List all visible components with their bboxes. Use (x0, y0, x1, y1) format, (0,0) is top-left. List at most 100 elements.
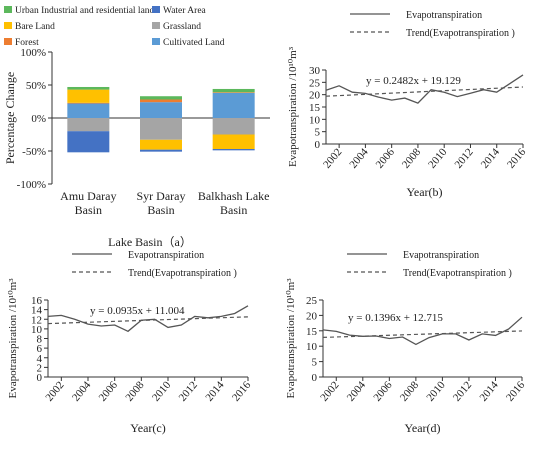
bar-cultivated-2 (140, 102, 182, 118)
y-axis-label: Evapotranspiration /10¹⁰m³ (285, 278, 297, 399)
x-tick-label: 2016 (505, 146, 529, 171)
y-tick-label: 25 (309, 77, 321, 89)
x-tick-label: 2010 (424, 379, 448, 404)
bar-water-3 (212, 149, 255, 151)
y-tick-label: 0 (315, 139, 321, 151)
legend-swatch-cultivated (152, 38, 160, 45)
legend-label-trend: Trend(Evapotranspiration ) (128, 268, 237, 279)
legend-label-urban: Urban Industrial and residential land (15, 6, 155, 16)
trend-equation: y = 0.2482x + 19.129 (366, 75, 461, 87)
chart-d-evapotranspiration: Evapotranspiration Trend(Evapotranspirati… (285, 250, 528, 435)
x-tick-label: 2014 (477, 379, 501, 404)
x-tick-label: 2012 (177, 379, 200, 404)
bar-grass-2 (140, 118, 182, 140)
x-tick-label: 2004 (70, 379, 94, 404)
bar-forest-3 (212, 92, 255, 93)
x-tick-label: 2010 (426, 146, 450, 171)
legend-label-trend: Trend(Evapotranspiration ) (403, 268, 512, 279)
bar-urban-3 (212, 88, 255, 93)
bar-forest-1 (67, 102, 110, 104)
series-trend-line (322, 330, 523, 339)
chart-a-y-tick-label: 50% (26, 80, 46, 92)
chart-a-category-label: Syr Daray (137, 189, 186, 203)
x-axis-label: Year(c) (130, 421, 165, 435)
legend-swatch-grass (152, 22, 160, 29)
x-tick-label: 2002 (321, 146, 344, 171)
legend-swatch-urban (4, 6, 12, 13)
bar-cultivated-3 (212, 92, 255, 118)
bar-bare-3 (212, 134, 255, 150)
series-evapotranspiration-line (325, 74, 524, 104)
chart-a-y-axis-label: Percentage Change (3, 72, 17, 164)
y-tick-label: 10 (306, 341, 318, 353)
bar-bare-2 (140, 139, 182, 150)
x-axis-label: Year(b) (406, 185, 442, 199)
x-tick-label: 2014 (479, 146, 503, 171)
y-tick-label: 10 (31, 324, 43, 336)
y-tick-label: 5 (312, 357, 318, 369)
y-tick-label: 30 (309, 65, 321, 77)
y-tick-label: 15 (306, 326, 318, 338)
chart-a-category-label: Basin (75, 203, 102, 217)
legend-label-evapotranspiration: Evapotranspiration (403, 250, 479, 261)
x-tick-label: 2006 (371, 379, 395, 404)
y-tick-label: 25 (306, 295, 318, 307)
y-tick-label: 20 (309, 90, 321, 102)
chart-a-category-label: Basin (220, 203, 247, 217)
y-tick-label: 20 (306, 310, 318, 322)
chart-a-legend: Urban Industrial and residential land Wat… (4, 6, 225, 48)
chart-a-y-tick-label: -50% (22, 146, 46, 158)
chart-a-category-label: Basin (147, 203, 174, 217)
x-tick-label: 2002 (43, 379, 66, 404)
legend-label-cultivated: Cultivated Land (163, 38, 225, 48)
y-tick-label: 2 (37, 362, 43, 374)
x-tick-label: 2008 (123, 379, 147, 404)
y-tick-label: 10 (309, 114, 321, 126)
legend-label-water: Water Area (163, 6, 207, 16)
trend-equation: y = 0.0935x + 11.004 (90, 305, 185, 317)
legend-swatch-bare (4, 22, 12, 29)
legend-label-evapotranspiration: Evapotranspiration (128, 250, 204, 261)
series-evapotranspiration-line (322, 316, 523, 346)
bar-grass-1 (67, 118, 110, 132)
chart-a-land-use-change: Urban Industrial and residential land Wat… (3, 6, 270, 249)
x-tick-label: 2012 (452, 146, 475, 171)
bar-urban-1 (67, 86, 110, 90)
legend-swatch-forest (4, 38, 12, 45)
y-tick-label: 8 (37, 334, 43, 346)
x-tick-label: 2008 (398, 379, 422, 404)
chart-a-category-label: Balkhash Lake (198, 189, 270, 203)
x-tick-label: 2010 (150, 379, 174, 404)
y-tick-label: 0 (312, 372, 318, 384)
y-tick-label: 15 (309, 102, 321, 114)
bar-urban-2 (140, 96, 182, 100)
bar-bare-1 (67, 89, 110, 103)
chart-c-evapotranspiration: Evapotranspiration Trend(Evapotranspirati… (7, 250, 254, 435)
legend-label-bare: Bare Land (15, 22, 55, 32)
chart-a-category-label: Amu Daray (60, 189, 116, 203)
x-tick-label: 2008 (400, 146, 424, 171)
bar-water-1 (67, 131, 110, 153)
x-tick-label: 2016 (504, 379, 528, 404)
bar-water-2 (140, 149, 182, 152)
x-tick-label: 2014 (203, 379, 227, 404)
y-tick-label: 16 (31, 295, 43, 307)
chart-a-y-tick-label: -100% (17, 179, 46, 191)
chart-a-y-tick-label: 100% (20, 47, 46, 59)
trend-equation: y = 0.1396x + 12.715 (348, 312, 443, 324)
series-trend-line (325, 86, 524, 97)
x-tick-label: 2006 (374, 146, 398, 171)
y-tick-label: 14 (31, 305, 43, 317)
legend-label-evapotranspiration: Evapotranspiration (406, 10, 482, 21)
y-axis-label: Evapotranspiration /10¹⁰m³ (287, 46, 299, 167)
legend-label-trend: Trend(Evapotranspiration ) (406, 28, 515, 39)
x-tick-label: 2004 (345, 379, 369, 404)
x-tick-label: 2016 (230, 379, 254, 404)
series-trend-line (47, 316, 249, 325)
legend-label-grass: Grassland (163, 22, 201, 32)
x-axis-label: Year(d) (404, 421, 440, 435)
y-tick-label: 6 (37, 343, 43, 355)
x-tick-label: 2006 (97, 379, 121, 404)
x-tick-label: 2004 (347, 146, 371, 171)
